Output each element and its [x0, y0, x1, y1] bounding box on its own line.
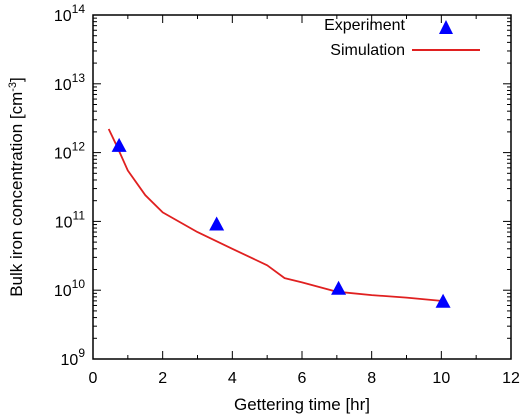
y-axis-title: Bulk iron concentration [cm-3] [7, 77, 26, 297]
experiment-point [209, 216, 225, 231]
x-axis-title: Gettering time [hr] [234, 395, 370, 414]
experiment-point [111, 137, 127, 152]
y-tick-label: 109 [61, 346, 86, 369]
plot-frame [92, 14, 512, 360]
legend-label-experiment: Experiment [324, 17, 405, 34]
legend-label-simulation: Simulation [330, 42, 405, 59]
y-tick-label: 1011 [55, 208, 86, 231]
x-tick-label: 0 [89, 370, 98, 387]
x-tick-label: 12 [502, 370, 520, 387]
x-tick-label: 2 [158, 370, 167, 387]
y-tick-labels: 109 1010 1011 1012 1013 1014 [54, 2, 85, 369]
series-layer [107, 128, 451, 308]
experiment-point [435, 293, 451, 308]
x-tick-label: 6 [298, 370, 307, 387]
x-tick-labels: 0 2 4 6 8 10 12 [89, 370, 520, 387]
y-axis-title-sup: -3 [7, 82, 19, 92]
x-tick-label: 8 [367, 370, 376, 387]
x-tick-label: 10 [432, 370, 450, 387]
legend: Experiment Simulation [324, 17, 480, 59]
y-axis-title-main: Bulk iron concentration [cm [7, 92, 26, 297]
experiment-point [331, 280, 347, 295]
x-tick-label: 4 [228, 370, 237, 387]
y-axis-title-end: ] [7, 77, 26, 82]
y-tick-label: 1013 [54, 71, 85, 94]
y-tick-label: 1014 [54, 2, 85, 25]
y-tick-label: 1012 [54, 140, 85, 163]
y-tick-label: 1010 [54, 277, 85, 300]
simulation-line [107, 128, 442, 302]
legend-marker-experiment [439, 20, 453, 34]
